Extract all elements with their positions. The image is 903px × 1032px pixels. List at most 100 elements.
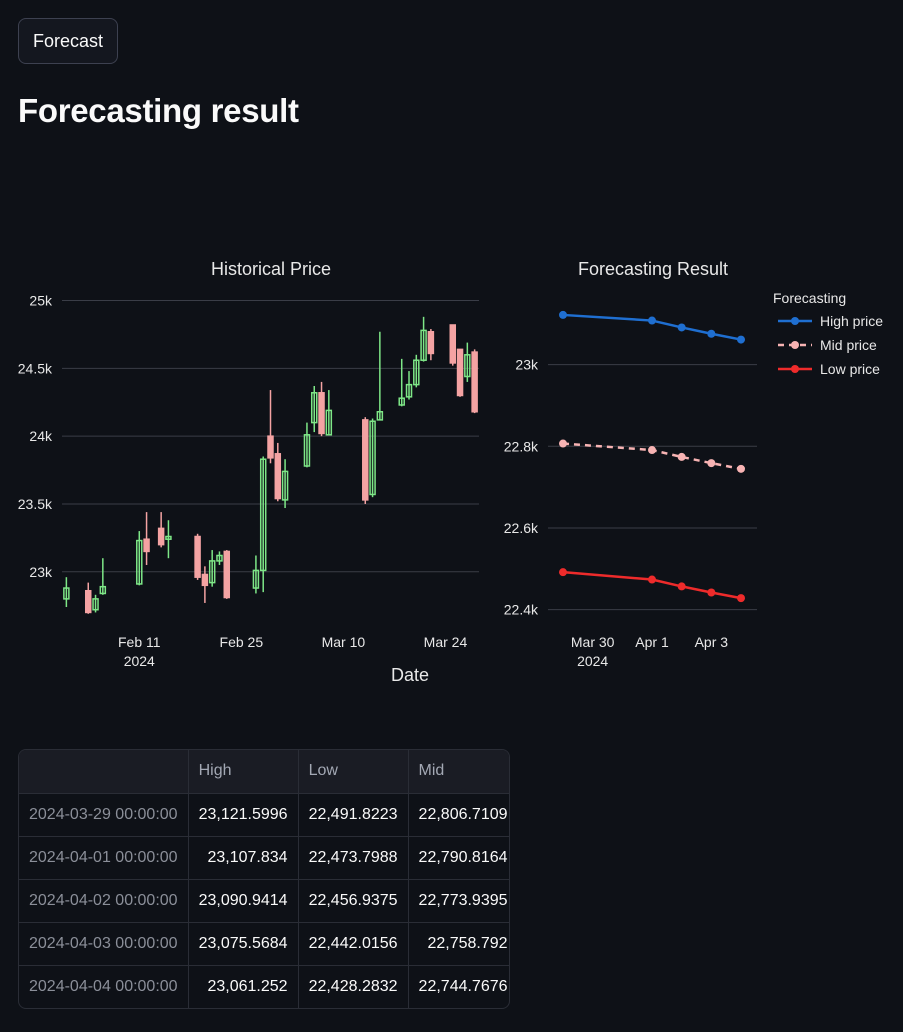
candle: [449, 324, 457, 366]
legend-marker: [791, 317, 799, 325]
row-index[interactable]: 2024-04-04 00:00:00: [19, 965, 189, 1008]
candle: [471, 349, 478, 414]
candle-body: [259, 458, 267, 572]
candle-body: [223, 550, 231, 599]
candle-body: [405, 383, 413, 398]
x-axis-label: Date: [391, 665, 429, 685]
legend-marker: [791, 365, 799, 373]
legend-title: Forecasting: [773, 290, 846, 306]
mid-cell[interactable]: 22,790.8164: [408, 836, 509, 880]
high-cell[interactable]: 23,075.5684: [188, 922, 299, 966]
candle: [267, 390, 274, 464]
row-index[interactable]: 2024-04-03 00:00:00: [19, 922, 189, 966]
candle-body: [413, 359, 420, 386]
series-mid-price: [559, 439, 745, 473]
candle: [281, 459, 289, 509]
candle: [194, 533, 201, 580]
candle-body: [362, 419, 369, 501]
low-cell[interactable]: 22,473.7988: [298, 836, 409, 880]
table-header-row: High Low Mid: [19, 750, 509, 794]
high-cell[interactable]: 23,107.834: [188, 836, 299, 880]
candle: [223, 550, 231, 599]
candle-body: [325, 409, 333, 436]
y-tick-label: 22.4k: [504, 602, 539, 618]
candle-body: [456, 348, 464, 397]
table-row: 2024-03-29 00:00:00 23,121.5996 22,491.8…: [19, 793, 509, 837]
low-cell[interactable]: 22,491.8223: [298, 793, 409, 837]
y-tick-label: 22.6k: [504, 520, 539, 536]
candle: [303, 422, 311, 468]
mid-cell[interactable]: 22,744.7676: [418, 977, 508, 995]
table-row: 2024-04-02 00:00:00 23,090.9414 22,456.9…: [19, 879, 509, 923]
candle: [136, 531, 143, 586]
data-point: [648, 446, 656, 455]
candle: [405, 371, 413, 400]
candle-body: [376, 411, 384, 421]
low-cell[interactable]: 22,428.2832: [298, 965, 409, 1008]
candle-body: [84, 589, 92, 614]
column-header-index[interactable]: [19, 750, 189, 794]
candle-body: [310, 392, 318, 424]
series-line: [562, 570, 742, 600]
forecast-button[interactable]: Forecast: [18, 18, 118, 64]
candle: [208, 550, 216, 587]
row-index[interactable]: 2024-04-01 00:00:00: [19, 836, 189, 880]
candle-body: [252, 569, 260, 589]
candle-body: [369, 420, 376, 496]
data-point: [648, 575, 656, 584]
y-tick-label: 23.5k: [18, 496, 53, 512]
x-tick-label: Feb 25: [220, 634, 264, 650]
candle-body: [208, 560, 216, 584]
high-cell[interactable]: 23,121.5996: [188, 793, 299, 837]
legend-marker: [791, 341, 799, 349]
candle: [325, 390, 333, 436]
y-tick-label: 24k: [29, 428, 53, 444]
x-tick-label: Mar 30: [571, 634, 615, 650]
candle-body: [99, 585, 107, 595]
row-index[interactable]: 2024-03-29 00:00:00: [19, 793, 189, 837]
x-tick-label: Mar 10: [322, 634, 366, 650]
data-point: [737, 335, 745, 344]
data-point: [559, 568, 567, 577]
candle: [201, 566, 209, 603]
column-header-low[interactable]: Low: [298, 750, 409, 794]
candle-body: [449, 324, 457, 364]
candle: [310, 385, 318, 433]
mid-cell[interactable]: 22,773.9395: [408, 879, 509, 923]
candle: [63, 577, 70, 608]
candle-body: [63, 587, 70, 600]
candle: [99, 558, 107, 595]
series-high-price: [559, 310, 745, 344]
y-tick-label: 23k: [515, 357, 539, 373]
candle: [274, 442, 282, 502]
mid-cell[interactable]: 22,758.792: [408, 922, 509, 966]
page-title: Forecasting result: [18, 92, 299, 129]
candle: [157, 512, 165, 548]
low-cell[interactable]: 22,442.0156: [298, 922, 409, 966]
row-index[interactable]: 2024-04-02 00:00:00: [19, 879, 189, 923]
candle-body: [427, 330, 435, 355]
data-point: [677, 582, 686, 591]
candle-body: [303, 434, 311, 467]
low-cell[interactable]: 22,456.9375: [298, 879, 409, 923]
mid-cell[interactable]: 22,806.7109: [408, 793, 509, 837]
data-point: [559, 310, 567, 319]
candle-body: [471, 351, 478, 413]
high-cell[interactable]: 23,090.9414: [188, 879, 299, 923]
candle: [362, 417, 369, 504]
forecast-table: High Low Mid 2024-03-29 00:00:00 23,121.…: [18, 749, 510, 1009]
high-cell[interactable]: 23,061.252: [188, 965, 299, 1008]
candle: [252, 555, 260, 594]
legend-item: High price: [778, 313, 883, 329]
candle-body: [136, 539, 143, 585]
column-header-high[interactable]: High: [188, 750, 299, 794]
legend-label: Mid price: [820, 337, 877, 353]
x-tick-label: Mar 24: [424, 634, 468, 650]
candle-body: [464, 354, 471, 378]
candle: [216, 551, 223, 565]
column-header-mid[interactable]: Mid: [408, 750, 509, 794]
candle: [143, 512, 150, 565]
x-tick-sublabel: 2024: [577, 653, 608, 669]
chart-title: Historical Price: [211, 259, 331, 279]
candle-body: [274, 453, 282, 500]
